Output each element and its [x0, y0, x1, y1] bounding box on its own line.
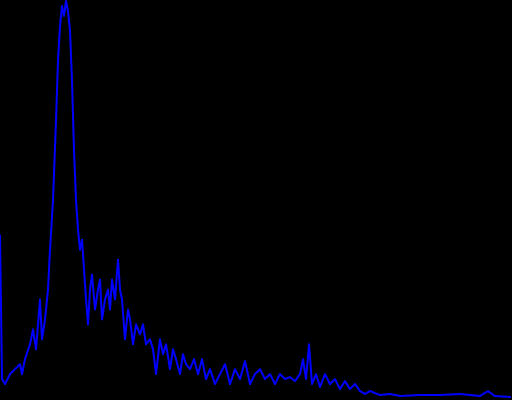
- chart: [0, 0, 512, 400]
- chart-background: [0, 0, 512, 400]
- line: [0, 0, 512, 399]
- page: (() => { const data = JSON.parse(documen…: [0, 0, 512, 400]
